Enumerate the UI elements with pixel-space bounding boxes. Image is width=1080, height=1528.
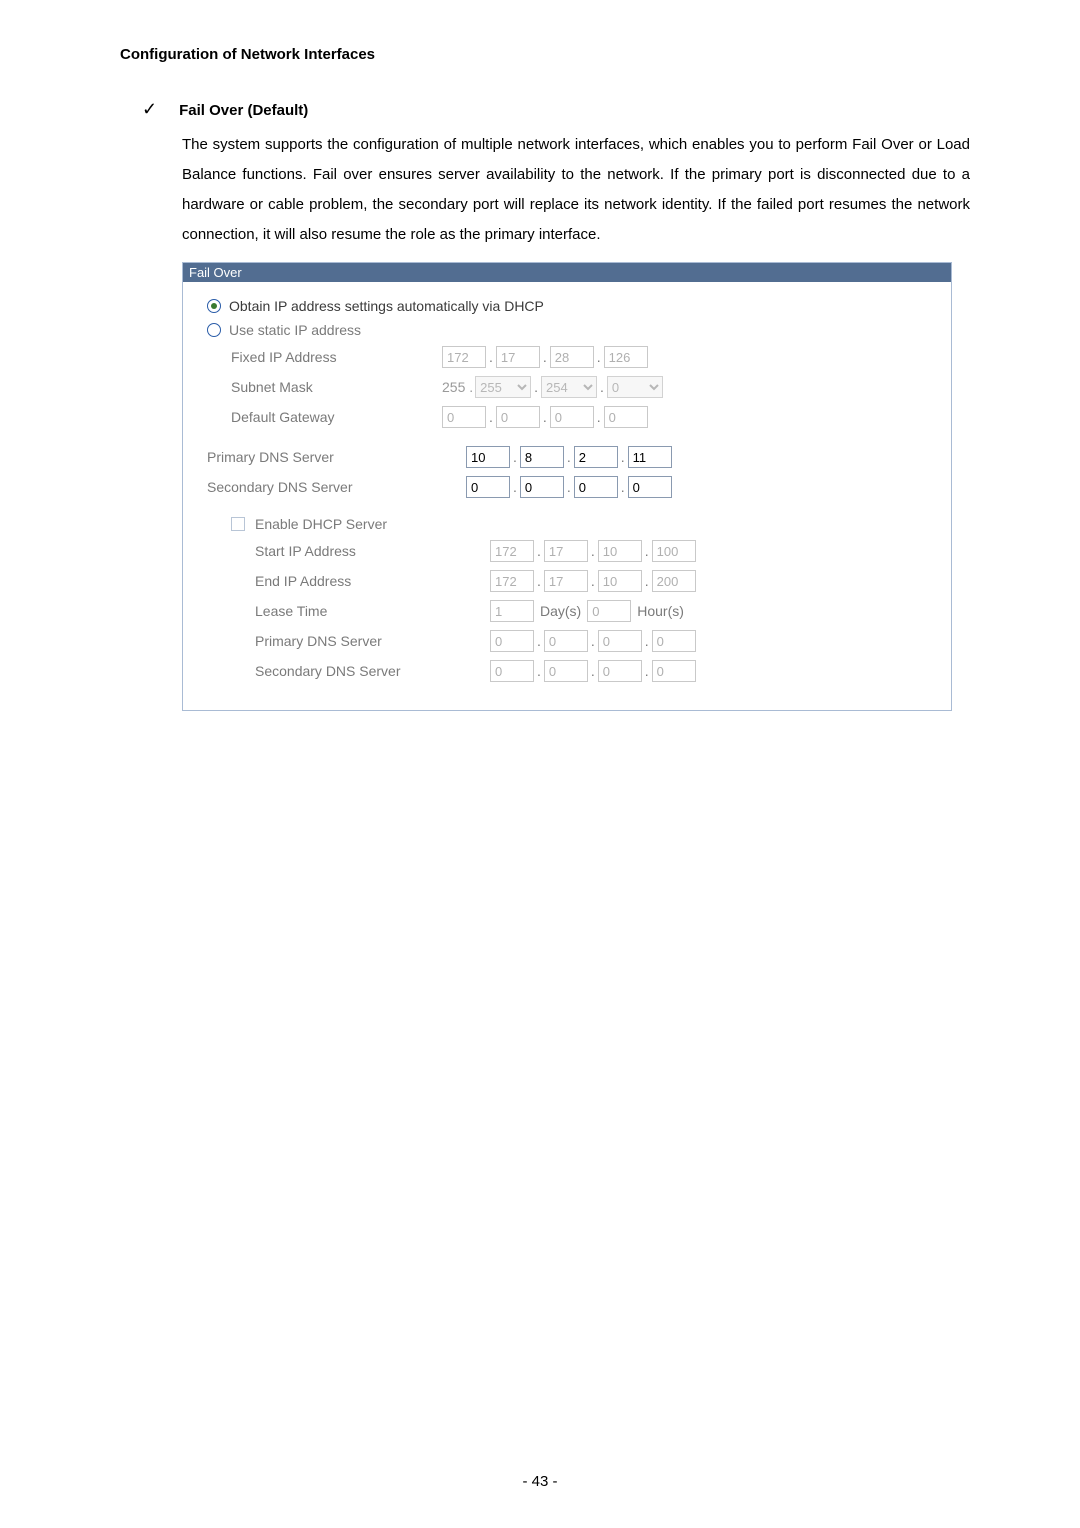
lease-hours-input [587, 600, 631, 622]
failover-panel: Fail Over Obtain IP address settings aut… [182, 262, 952, 711]
dhcp-dns2-label: Secondary DNS Server [255, 663, 490, 679]
dhcp-dns2-o3 [598, 660, 642, 682]
lease-days-unit: Day(s) [540, 603, 581, 619]
fixed-ip-o1 [442, 346, 486, 368]
subnet-o4: 0 [607, 376, 663, 398]
dhcp-end-o3 [598, 570, 642, 592]
description-text: The system supports the configuration of… [182, 130, 970, 250]
gateway-o3 [550, 406, 594, 428]
section-title: Configuration of Network Interfaces [120, 46, 970, 63]
dhcp-dns2-o1 [490, 660, 534, 682]
dhcp-end-o4 [652, 570, 696, 592]
dns2-o3[interactable] [574, 476, 618, 498]
dhcp-start-o4 [652, 540, 696, 562]
radio-dhcp-label: Obtain IP address settings automatically… [229, 298, 544, 314]
dhcp-dns1-label: Primary DNS Server [255, 633, 490, 649]
page-number: - 43 - [0, 1473, 1080, 1490]
subnet-o3: 254 [541, 376, 597, 398]
dhcp-start-o1 [490, 540, 534, 562]
dns2-o1[interactable] [466, 476, 510, 498]
dns2-o2[interactable] [520, 476, 564, 498]
fixed-ip-o2 [496, 346, 540, 368]
dns1-o1[interactable] [466, 446, 510, 468]
enable-dhcp-checkbox[interactable] [231, 517, 245, 531]
dns2-o4[interactable] [628, 476, 672, 498]
dhcp-start-o3 [598, 540, 642, 562]
gateway-o2 [496, 406, 540, 428]
secondary-dns-label: Secondary DNS Server [207, 479, 466, 495]
subnet-label: Subnet Mask [231, 379, 442, 395]
dhcp-dns2-o2 [544, 660, 588, 682]
bullet-title: Fail Over (Default) [179, 102, 308, 119]
lease-days-input [490, 600, 534, 622]
dhcp-end-o1 [490, 570, 534, 592]
dns1-o2[interactable] [520, 446, 564, 468]
checkmark-icon: ✓ [142, 99, 157, 120]
dhcp-end-o2 [544, 570, 588, 592]
dhcp-dns1-o2 [544, 630, 588, 652]
enable-dhcp-label: Enable DHCP Server [255, 516, 387, 532]
dhcp-dns1-o1 [490, 630, 534, 652]
subnet-o1: 255 . [442, 379, 473, 395]
dhcp-start-o2 [544, 540, 588, 562]
subnet-o2: 255 [475, 376, 531, 398]
panel-header: Fail Over [183, 263, 951, 282]
primary-dns-label: Primary DNS Server [207, 449, 466, 465]
dns1-o3[interactable] [574, 446, 618, 468]
radio-dhcp[interactable] [207, 299, 221, 313]
gateway-o4 [604, 406, 648, 428]
gateway-o1 [442, 406, 486, 428]
dhcp-dns1-o4 [652, 630, 696, 652]
lease-time-label: Lease Time [255, 603, 490, 619]
dhcp-start-label: Start IP Address [255, 543, 490, 559]
dhcp-dns2-o4 [652, 660, 696, 682]
radio-static-label: Use static IP address [229, 322, 361, 338]
fixed-ip-label: Fixed IP Address [231, 349, 442, 365]
fixed-ip-o4 [604, 346, 648, 368]
gateway-label: Default Gateway [231, 409, 442, 425]
dhcp-dns1-o3 [598, 630, 642, 652]
fixed-ip-o3 [550, 346, 594, 368]
lease-hours-unit: Hour(s) [637, 603, 684, 619]
radio-static[interactable] [207, 323, 221, 337]
dns1-o4[interactable] [628, 446, 672, 468]
dhcp-end-label: End IP Address [255, 573, 490, 589]
